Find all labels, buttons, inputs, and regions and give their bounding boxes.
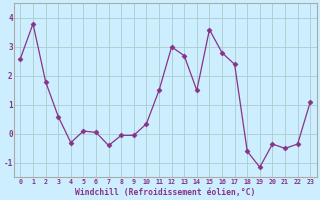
X-axis label: Windchill (Refroidissement éolien,°C): Windchill (Refroidissement éolien,°C) [75,188,255,197]
